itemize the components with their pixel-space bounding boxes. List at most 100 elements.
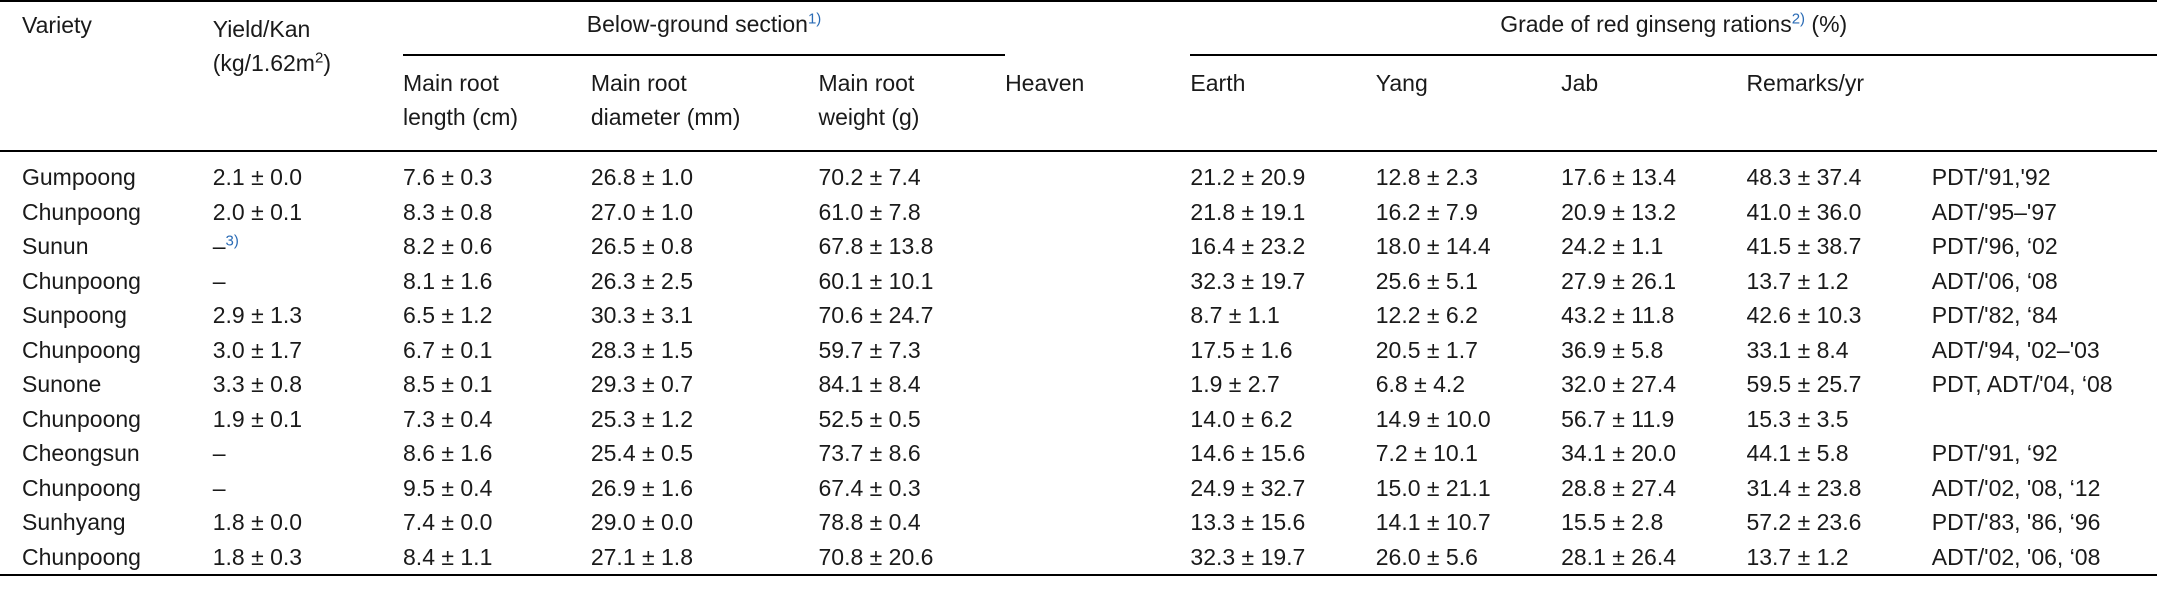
cell-earth: 14.1 ± 10.7 bbox=[1375, 509, 1491, 535]
cell-weight: 60.1 ± 10.1 bbox=[818, 267, 934, 294]
cell-variety: Sunhyang bbox=[22, 509, 126, 535]
cell-yang: 15.5 ± 2.8 bbox=[1561, 509, 1664, 535]
header-yield-line2: (kg/1.62m2) bbox=[212, 49, 331, 76]
cell-variety: Sunpoong bbox=[22, 302, 127, 328]
cell-remarks: PDT, ADT/'04, ‘08 bbox=[1931, 371, 2113, 397]
cell-earth: 26.0 ± 5.6 bbox=[1375, 543, 1478, 570]
cell-remarks: PDT/'91, ‘92 bbox=[1931, 440, 2058, 466]
cell-remarks: PDT/'82, ‘84 bbox=[1931, 302, 2058, 328]
cell-yang: 32.0 ± 27.4 bbox=[1561, 371, 1677, 397]
header-root-length: Main root length (cm) bbox=[403, 70, 519, 130]
cell-earth: 15.0 ± 21.1 bbox=[1375, 474, 1491, 501]
cell-diameter: 26.5 ± 0.8 bbox=[590, 233, 693, 259]
cell-weight: 59.7 ± 7.3 bbox=[818, 336, 921, 363]
cell-yield: 1.8 ± 0.3 bbox=[212, 543, 303, 570]
table-row: Chunpoong 2.0 ± 0.1 8.3 ± 0.8 27.0 ± 1.0 61.… bbox=[0, 195, 2157, 230]
cell-diameter: 30.3 ± 3.1 bbox=[590, 302, 693, 328]
cell-earth: 6.8 ± 4.2 bbox=[1375, 371, 1466, 397]
cell-gap bbox=[1005, 471, 1190, 506]
header-gap bbox=[1005, 2, 1190, 56]
header-remarks: Remarks/yr bbox=[1746, 70, 1864, 96]
table-row: Chunpoong – 8.1 ± 1.6 26.3 ± 2.5 60.1 ± 10.1… bbox=[0, 264, 2157, 299]
cell-jab: 13.7 ± 1.2 bbox=[1746, 543, 1849, 570]
cell-diameter: 28.3 ± 1.5 bbox=[590, 336, 693, 363]
header-yang: Yang bbox=[1375, 70, 1428, 96]
cell-heaven: 13.3 ± 15.6 bbox=[1190, 509, 1306, 535]
table-row: Chunpoong 1.8 ± 0.3 8.4 ± 1.1 27.1 ± 1.8 70.… bbox=[0, 540, 2157, 576]
cell-diameter: 27.0 ± 1.0 bbox=[590, 198, 693, 225]
cell-yield: – bbox=[212, 474, 226, 501]
table-row: Sunpoong 2.9 ± 1.3 6.5 ± 1.2 30.3 ± 3.1 70.6… bbox=[0, 298, 2157, 333]
table-row: Chunpoong – 9.5 ± 0.4 26.9 ± 1.6 67.4 ± 0.3 2… bbox=[0, 471, 2157, 506]
footnote-2-link[interactable]: 2) bbox=[1791, 10, 1806, 28]
table-header: Variety Yield/Kan (kg/1.62m2) Below-grou… bbox=[0, 0, 2157, 153]
cell-yield: 1.8 ± 0.0 bbox=[212, 509, 303, 535]
cell-remarks bbox=[1932, 402, 2157, 437]
cell-diameter: 25.4 ± 0.5 bbox=[590, 440, 693, 466]
cell-yang: 24.2 ± 1.1 bbox=[1561, 233, 1664, 259]
cell-heaven: 1.9 ± 2.7 bbox=[1190, 371, 1280, 397]
header-earth: Earth bbox=[1190, 70, 1246, 96]
cell-yield: 3.0 ± 1.7 bbox=[212, 336, 303, 363]
cell-yang: 34.1 ± 20.0 bbox=[1561, 440, 1677, 466]
cell-yang: 27.9 ± 26.1 bbox=[1561, 267, 1677, 294]
cell-length: 8.6 ± 1.6 bbox=[403, 440, 493, 466]
cell-yield: – bbox=[212, 267, 226, 294]
cell-weight: 70.8 ± 20.6 bbox=[818, 543, 934, 570]
table-row: Sunone 3.3 ± 0.8 8.5 ± 0.1 29.3 ± 0.7 84.1 ±… bbox=[0, 367, 2157, 402]
cell-variety: Sunone bbox=[22, 371, 102, 397]
cell-variety: Chunpoong bbox=[22, 198, 141, 225]
header-jab: Jab bbox=[1561, 70, 1599, 96]
cell-variety: Sunun bbox=[22, 233, 89, 259]
cell-earth: 18.0 ± 14.4 bbox=[1375, 233, 1491, 259]
cell-heaven: 24.9 ± 32.7 bbox=[1190, 474, 1306, 501]
cell-jab: 44.1 ± 5.8 bbox=[1746, 440, 1849, 466]
cell-weight: 67.8 ± 13.8 bbox=[818, 233, 934, 259]
cell-weight: 78.8 ± 0.4 bbox=[818, 509, 921, 535]
cell-diameter: 29.0 ± 0.0 bbox=[590, 509, 693, 535]
footnote-1-link[interactable]: 1) bbox=[807, 10, 822, 28]
cell-jab: 48.3 ± 37.4 bbox=[1746, 164, 1862, 190]
cell-yield: – bbox=[212, 440, 226, 466]
cell-gap bbox=[1005, 298, 1190, 333]
cell-earth: 12.8 ± 2.3 bbox=[1375, 164, 1478, 190]
cell-yield: 1.9 ± 0.1 bbox=[212, 405, 303, 432]
header-root-diameter: Main root diameter (mm) bbox=[590, 70, 741, 130]
cell-gap bbox=[1005, 402, 1190, 437]
cell-diameter: 26.8 ± 1.0 bbox=[590, 164, 693, 190]
cell-heaven: 32.3 ± 19.7 bbox=[1190, 267, 1306, 294]
header-yield-sup: 2 bbox=[314, 49, 324, 67]
cell-yang: 28.8 ± 27.4 bbox=[1561, 474, 1677, 501]
cell-yang: 43.2 ± 11.8 bbox=[1561, 302, 1675, 328]
cell-length: 8.4 ± 1.1 bbox=[403, 543, 493, 570]
cell-gap bbox=[1005, 152, 1190, 195]
cell-jab: 57.2 ± 23.6 bbox=[1746, 509, 1862, 535]
header-variety: Variety bbox=[22, 12, 92, 38]
cell-gap bbox=[1005, 264, 1190, 299]
cell-jab: 13.7 ± 1.2 bbox=[1746, 267, 1849, 294]
cell-diameter: 25.3 ± 1.2 bbox=[590, 405, 693, 432]
table-row: Sunun –3) 8.2 ± 0.6 26.5 ± 0.8 67.8 ± 13.8 16… bbox=[0, 229, 2157, 264]
footnote-3-link[interactable]: 3) bbox=[225, 232, 239, 250]
cell-diameter: 26.9 ± 1.6 bbox=[590, 474, 693, 501]
cell-remarks: ADT/'95–'97 bbox=[1931, 198, 2057, 225]
cell-length: 8.1 ± 1.6 bbox=[403, 267, 493, 294]
cell-jab: 59.5 ± 25.7 bbox=[1746, 371, 1862, 397]
cell-remarks: PDT/'96, ‘02 bbox=[1931, 233, 2058, 259]
cell-jab: 41.0 ± 36.0 bbox=[1746, 198, 1862, 225]
header-root-weight: Main root weight (g) bbox=[818, 70, 920, 130]
cell-length: 7.4 ± 0.0 bbox=[403, 509, 493, 535]
table-row: Chunpoong 3.0 ± 1.7 6.7 ± 0.1 28.3 ± 1.5 59.… bbox=[0, 333, 2157, 368]
cell-diameter: 29.3 ± 0.7 bbox=[590, 371, 693, 397]
cell-length: 8.3 ± 0.8 bbox=[403, 198, 493, 225]
cell-jab: 31.4 ± 23.8 bbox=[1746, 474, 1862, 501]
cell-length: 7.6 ± 0.3 bbox=[403, 164, 493, 190]
cell-yang: 17.6 ± 13.4 bbox=[1561, 164, 1677, 190]
table-row: Sunhyang 1.8 ± 0.0 7.4 ± 0.0 29.0 ± 0.0 78.8… bbox=[0, 505, 2157, 540]
header-yield: Yield/Kan (kg/1.62m2) bbox=[213, 2, 403, 151]
cell-weight: 70.2 ± 7.4 bbox=[818, 164, 921, 190]
cell-yang: 28.1 ± 26.4 bbox=[1561, 543, 1677, 570]
header-heaven: Heaven bbox=[1005, 70, 1085, 96]
cell-heaven: 16.4 ± 23.2 bbox=[1190, 233, 1306, 259]
cell-remarks: ADT/'06, ‘08 bbox=[1931, 267, 2058, 294]
